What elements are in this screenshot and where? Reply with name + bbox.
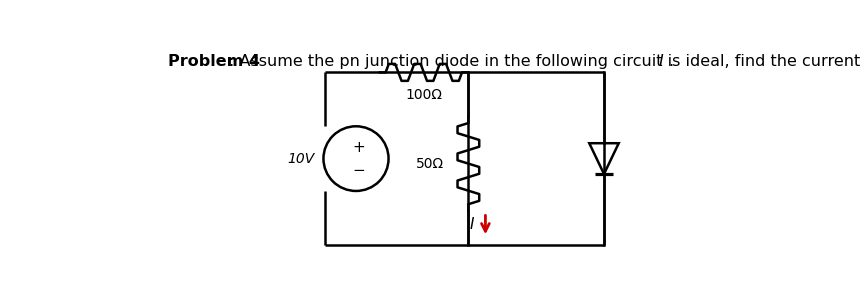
Text: 100Ω: 100Ω — [405, 88, 442, 102]
Text: 10V: 10V — [287, 152, 314, 166]
Text: −: − — [353, 164, 365, 178]
Text: I: I — [659, 54, 664, 69]
Text: : Assume the pn junction diode in the following circuit is ideal, find the curre: : Assume the pn junction diode in the fo… — [229, 54, 864, 69]
Text: 50Ω: 50Ω — [416, 157, 443, 171]
Text: +: + — [353, 140, 365, 155]
Text: .: . — [668, 54, 673, 69]
Text: Problem 4: Problem 4 — [168, 54, 260, 69]
Text: I: I — [469, 217, 473, 232]
